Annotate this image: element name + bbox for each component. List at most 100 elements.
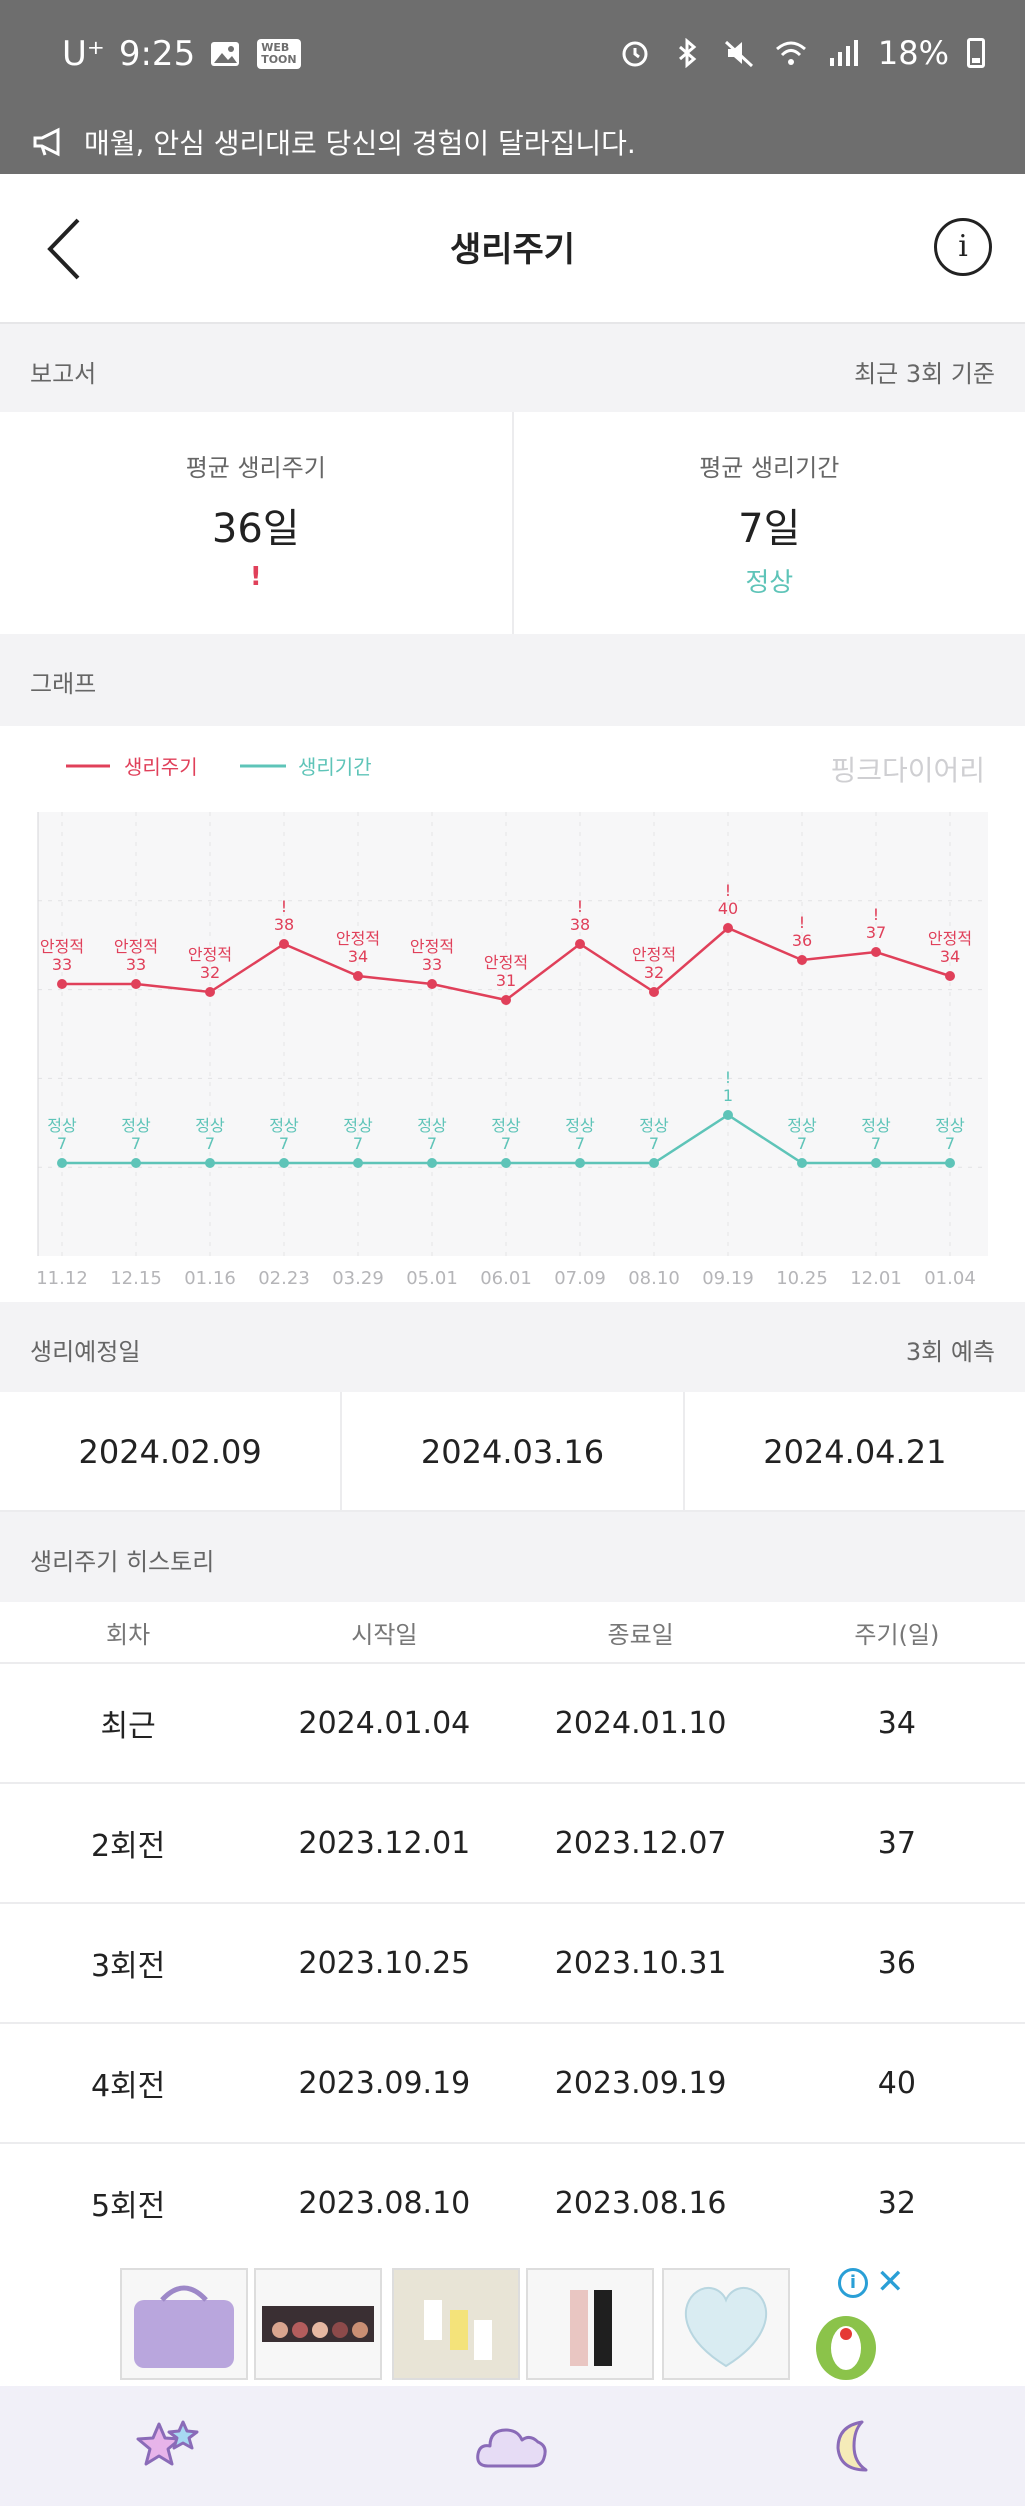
battery-percent: 18%	[877, 34, 949, 72]
carrier-label: U⁺	[62, 34, 105, 74]
nav-moon[interactable]	[794, 2401, 914, 2491]
data-point	[723, 1110, 733, 1120]
data-point	[723, 923, 733, 933]
point-status-label: !	[725, 1068, 731, 1087]
legend-label: 생리기간	[298, 755, 372, 779]
ad-product-image[interactable]	[120, 2268, 248, 2380]
point-status-label: 안정적	[410, 937, 454, 956]
bluetooth-icon	[678, 38, 697, 68]
point-value-label: 38	[274, 915, 294, 934]
ad-product-image[interactable]	[662, 2268, 790, 2380]
point-value-label: 7	[353, 1134, 363, 1153]
notice-text: 매월, 안심 생리대로 당신의 경험이 달라집니다.	[84, 127, 636, 160]
ad-banner[interactable]: i ✕	[0, 2262, 1025, 2386]
data-point	[205, 1158, 215, 1168]
ad-close-icon[interactable]: ✕	[876, 2262, 905, 2302]
point-value-label: 7	[131, 1134, 141, 1153]
x-tick-label: 01.04	[924, 1268, 976, 1289]
nav-stars[interactable]	[111, 2401, 231, 2491]
row-start: 2024.01.04	[298, 1705, 471, 1741]
data-point	[871, 1158, 881, 1168]
avg-period-card: 평균 생리기간 7일 정상	[511, 412, 1025, 634]
point-status-label: 정상	[639, 1116, 669, 1135]
data-point	[427, 979, 437, 989]
point-value-label: 33	[126, 955, 146, 974]
point-status-label: 안정적	[484, 953, 528, 972]
point-value-label: 32	[200, 963, 220, 982]
data-point	[649, 1158, 659, 1168]
table-row[interactable]: 5회전 2023.08.10 2023.08.16 32	[0, 2144, 1025, 2264]
point-value-label: 33	[52, 955, 72, 974]
x-tick-label: 05.01	[406, 1268, 458, 1289]
table-row[interactable]: 4회전 2023.09.19 2023.09.19 40	[0, 2024, 1025, 2144]
row-start: 2023.09.19	[298, 2065, 471, 2101]
point-status-label: !	[577, 897, 583, 916]
alarm-icon	[622, 41, 648, 67]
point-status-label: 정상	[861, 1116, 891, 1135]
ad-info-icon[interactable]: i	[838, 2268, 868, 2298]
point-status-label: 정상	[935, 1116, 965, 1135]
info-button[interactable]: i	[934, 218, 992, 276]
legend-label: 생리주기	[124, 755, 198, 779]
x-tick-label: 11.12	[36, 1268, 88, 1289]
avg-cycle-card: 평균 생리주기 36일 !	[0, 412, 512, 634]
point-value-label: 36	[792, 931, 812, 950]
watermark-text: 핑크다이어리	[830, 754, 985, 787]
nav-cloud[interactable]	[452, 2401, 572, 2491]
table-row[interactable]: 2회전 2023.12.01 2023.12.07 37	[0, 1784, 1025, 1904]
ad-product-image[interactable]	[392, 2268, 520, 2380]
col-end: 종료일	[607, 1620, 674, 1649]
point-value-label: 40	[718, 899, 738, 918]
data-point	[501, 995, 511, 1005]
row-cycle: 32	[877, 2185, 916, 2221]
data-point	[575, 1158, 585, 1168]
megaphone-icon	[33, 127, 60, 157]
x-tick-label: 12.15	[110, 1268, 162, 1289]
row-end: 2024.01.10	[554, 1705, 727, 1741]
app-header: 생리주기 i	[0, 174, 1025, 324]
page-title: 생리주기	[449, 230, 576, 270]
row-cycle: 40	[877, 2065, 916, 2101]
due-dates: 2024.02.09 2024.03.16 2024.04.21	[0, 1392, 1025, 1512]
gallery-icon	[211, 42, 240, 66]
point-status-label: !	[799, 913, 805, 932]
row-round: 3회전	[90, 1949, 166, 1984]
back-arrow-icon[interactable]	[40, 214, 90, 284]
wifi-icon	[775, 41, 806, 65]
point-status-label: 안정적	[114, 937, 158, 956]
point-status-label: 안정적	[188, 945, 232, 964]
row-start: 2023.10.25	[298, 1945, 471, 1981]
table-row[interactable]: 최근 2024.01.04 2024.01.10 34	[0, 1664, 1025, 1784]
ad-product-image[interactable]	[254, 2268, 382, 2380]
data-point	[57, 1158, 67, 1168]
avg-cycle-value: 36일	[211, 506, 300, 552]
point-value-label: 38	[570, 915, 590, 934]
point-value-label: 33	[422, 955, 442, 974]
row-end: 2023.12.07	[554, 1825, 727, 1861]
row-start: 2023.12.01	[298, 1825, 471, 1861]
point-value-label: 1	[723, 1086, 733, 1105]
table-row[interactable]: 3회전 2023.10.25 2023.10.31 36	[0, 1904, 1025, 2024]
notice-banner[interactable]: 매월, 안심 생리대로 당신의 경험이 달라집니다.	[0, 110, 1025, 174]
point-value-label: 7	[279, 1134, 289, 1153]
point-value-label: 7	[427, 1134, 437, 1153]
report-section-header: 보고서 최근 3회 기준	[0, 324, 1025, 412]
point-value-label: 7	[871, 1134, 881, 1153]
point-status-label: 정상	[343, 1116, 373, 1135]
point-value-label: 7	[57, 1134, 67, 1153]
data-point	[871, 947, 881, 957]
ad-product-image[interactable]	[526, 2268, 654, 2380]
row-start: 2023.08.10	[298, 2185, 471, 2221]
bottom-nav	[0, 2386, 1025, 2506]
cycle-graph: 생리주기 생리기간 핑크다이어리 안정적 33 안정적 33 안정적 32! 38 안정적 34 안정적…	[0, 726, 1025, 1302]
report-basis: 최근 3회 기준	[854, 360, 995, 388]
data-point	[945, 971, 955, 981]
point-status-label: 정상	[47, 1116, 77, 1135]
x-tick-label: 09.19	[702, 1268, 754, 1289]
point-value-label: 32	[644, 963, 664, 982]
x-tick-label: 06.01	[480, 1268, 532, 1289]
due-date: 2024.02.09	[78, 1433, 262, 1471]
data-point	[501, 1158, 511, 1168]
x-tick-label: 12.01	[850, 1268, 902, 1289]
graph-label: 그래프	[30, 670, 97, 698]
